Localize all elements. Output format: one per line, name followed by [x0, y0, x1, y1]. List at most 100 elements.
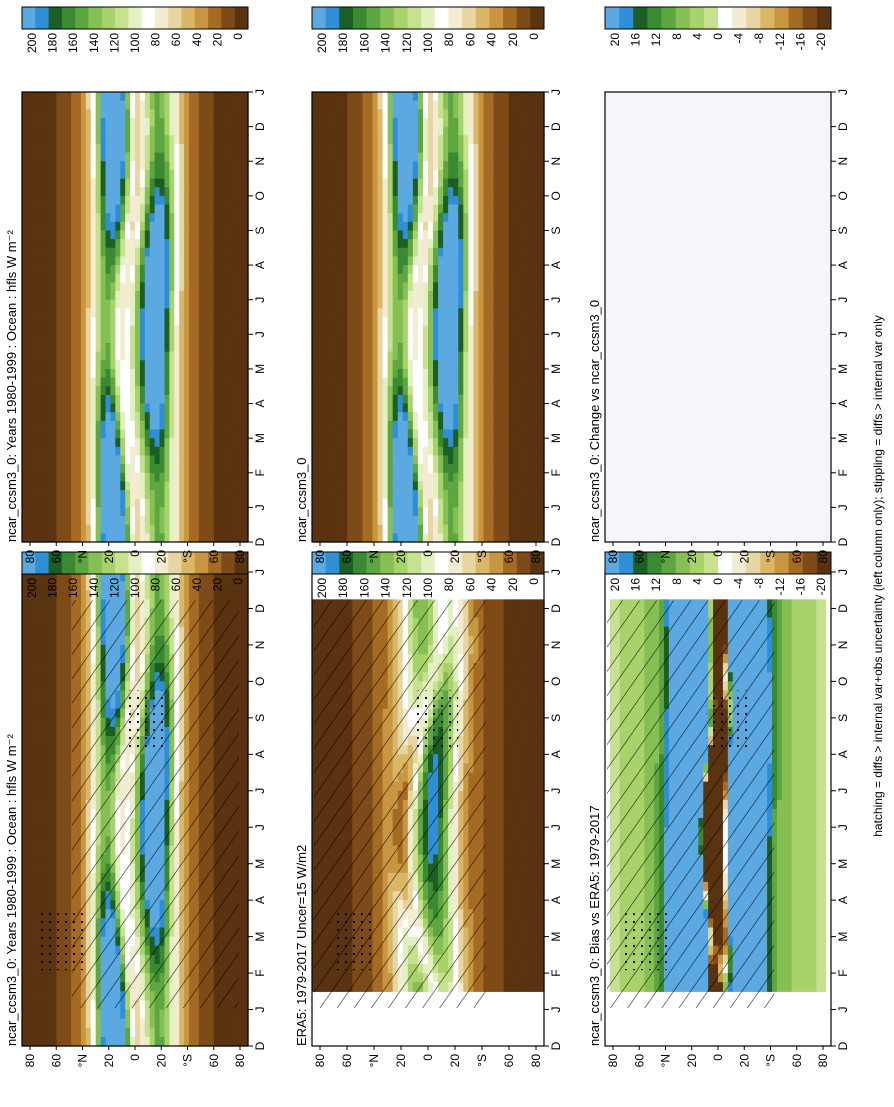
heatmap-cell — [169, 430, 175, 439]
heatmap-cell — [56, 800, 62, 810]
heatmap-cell — [51, 845, 57, 855]
heatmap-cell — [110, 179, 116, 188]
heatmap-cell — [209, 343, 215, 352]
heatmap-cell — [130, 170, 136, 179]
heatmap-cell — [219, 291, 225, 300]
heatmap-cell — [66, 1000, 72, 1010]
heatmap-cell — [42, 709, 48, 719]
heatmap-cell — [71, 196, 77, 205]
heatmap-cell — [238, 636, 244, 646]
heatmap-cell — [106, 101, 112, 110]
heatmap-cell — [86, 127, 92, 136]
heatmap-cell — [101, 395, 107, 404]
heatmap-cell — [110, 1010, 116, 1020]
heatmap-cell — [61, 864, 67, 874]
heatmap-cell — [106, 490, 112, 499]
heatmap-cell — [51, 982, 57, 992]
heatmap-cell — [174, 421, 180, 430]
heatmap-cell — [135, 455, 141, 464]
heatmap-cell — [22, 791, 28, 801]
heatmap-cell — [106, 343, 112, 352]
lat-tick-label: 80 — [233, 1054, 247, 1068]
heatmap-cell — [189, 343, 195, 352]
heatmap-cell — [228, 430, 234, 439]
colorbar-swatch — [195, 7, 209, 29]
heatmap-cell — [179, 438, 185, 447]
heatmap-cell — [169, 438, 175, 447]
heatmap-cell — [174, 274, 180, 283]
heatmap-cell — [150, 438, 156, 447]
heatmap-cell — [228, 369, 234, 378]
heatmap-cell — [27, 161, 33, 170]
heatmap-cell — [135, 274, 141, 283]
heatmap-cell — [47, 645, 53, 655]
heatmap-cell — [179, 412, 185, 421]
heatmap-cell — [130, 438, 136, 447]
heatmap-cell — [86, 438, 92, 447]
heatmap-cell — [27, 507, 33, 516]
heatmap-cell — [27, 608, 33, 618]
heatmap-cell — [238, 334, 244, 343]
heatmap-cell — [42, 334, 48, 343]
heatmap-cell — [86, 118, 92, 127]
heatmap-cell — [179, 473, 185, 482]
heatmap-cell — [184, 1019, 190, 1029]
heatmap-cell — [32, 144, 38, 153]
heatmap-cell — [145, 430, 151, 439]
heatmap-cell — [150, 490, 156, 499]
heatmap-cell — [66, 118, 72, 127]
heatmap-cell — [219, 516, 225, 525]
heatmap-cell — [76, 395, 82, 404]
heatmap-cell — [164, 499, 170, 508]
heatmap-cell — [71, 101, 77, 110]
heatmap-cell — [61, 153, 67, 162]
heatmap-cell — [37, 334, 43, 343]
heatmap-cell — [145, 222, 151, 231]
heatmap-cell — [179, 455, 185, 464]
heatmap-cell — [56, 782, 62, 792]
heatmap-cell — [115, 343, 121, 352]
heatmap-cell — [56, 386, 62, 395]
heatmap-cell — [106, 153, 112, 162]
heatmap-cell — [42, 654, 48, 664]
heatmap-cell — [228, 590, 234, 600]
heatmap-cell — [51, 343, 57, 352]
heatmap-cell — [150, 334, 156, 343]
heatmap-cell — [110, 265, 116, 274]
heatmap-cell — [204, 92, 210, 101]
heatmap-cell — [135, 343, 141, 352]
heatmap-cell — [71, 1037, 77, 1047]
heatmap-cell — [140, 507, 146, 516]
heatmap-cell — [160, 109, 166, 118]
heatmap-cell — [56, 334, 62, 343]
heatmap-cell — [155, 265, 161, 274]
heatmap-cell — [219, 317, 225, 326]
heatmap-cell — [204, 144, 210, 153]
heatmap-cell — [76, 144, 82, 153]
heatmap-cell — [56, 205, 62, 214]
heatmap-cell — [204, 196, 210, 205]
heatmap-cell — [32, 909, 38, 919]
heatmap-cell — [214, 481, 220, 490]
heatmap-cell — [219, 308, 225, 317]
heatmap-cell — [189, 109, 195, 118]
heatmap-cell — [106, 161, 112, 170]
lat-tick-label: 80 — [23, 550, 37, 564]
heatmap-cell — [228, 135, 234, 144]
heatmap-cell — [160, 490, 166, 499]
heatmap-cell — [56, 1010, 62, 1020]
heatmap-cell — [219, 179, 225, 188]
heatmap-cell — [145, 1010, 151, 1020]
heatmap-cell — [223, 213, 229, 222]
heatmap-cell — [204, 317, 210, 326]
heatmap-cell — [32, 791, 38, 801]
heatmap-cell — [238, 196, 244, 205]
heatmap-cell — [160, 1019, 166, 1029]
heatmap-cell — [42, 864, 48, 874]
heatmap-cell — [150, 395, 156, 404]
heatmap-cell — [204, 507, 210, 516]
heatmap-cell — [125, 490, 131, 499]
heatmap-cell — [194, 109, 200, 118]
heatmap-cell — [194, 352, 200, 361]
heatmap-cell — [150, 352, 156, 361]
